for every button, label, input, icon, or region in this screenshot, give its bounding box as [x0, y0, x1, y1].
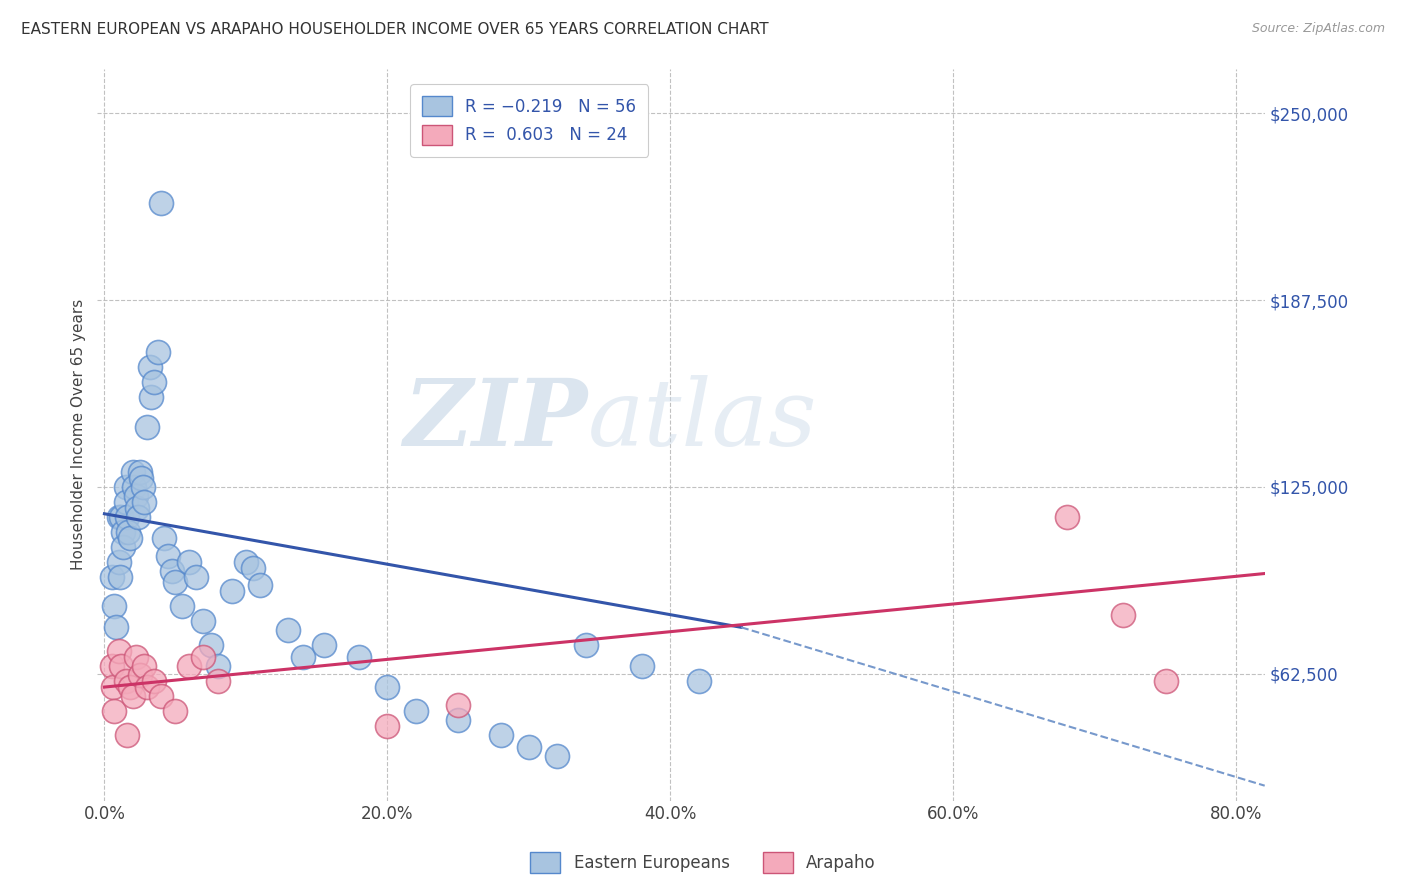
Point [103, 704, 125, 718]
Point [142, 674, 165, 689]
Point [138, 360, 160, 375]
Point [200, 638, 222, 652]
Text: ZIP: ZIP [404, 375, 588, 465]
Point [108, 569, 131, 583]
Point [101, 680, 124, 694]
Point [1154, 674, 1177, 689]
Point [235, 555, 257, 569]
Point [114, 495, 136, 509]
Legend: Eastern Europeans, Arapaho: Eastern Europeans, Arapaho [523, 846, 883, 880]
Point [100, 569, 122, 583]
Point [207, 659, 229, 673]
Point [124, 489, 146, 503]
Point [129, 471, 152, 485]
Point [172, 599, 194, 614]
Point [100, 659, 122, 673]
Point [153, 531, 176, 545]
Y-axis label: Householder Income Over 65 years: Householder Income Over 65 years [72, 299, 86, 570]
Point [447, 713, 470, 727]
Point [221, 584, 243, 599]
Legend: R = −0.219   N = 56, R =  0.603   N = 24: R = −0.219 N = 56, R = 0.603 N = 24 [411, 84, 648, 156]
Point [121, 689, 143, 703]
Point [186, 569, 208, 583]
Point [128, 465, 150, 479]
Point [1112, 608, 1135, 623]
Text: EASTERN EUROPEAN VS ARAPAHO HOUSEHOLDER INCOME OVER 65 YEARS CORRELATION CHART: EASTERN EUROPEAN VS ARAPAHO HOUSEHOLDER … [21, 22, 769, 37]
Point [242, 560, 264, 574]
Text: atlas: atlas [588, 375, 817, 465]
Point [291, 650, 314, 665]
Point [104, 620, 127, 634]
Point [111, 540, 134, 554]
Point [114, 674, 136, 689]
Point [131, 480, 153, 494]
Point [179, 659, 201, 673]
Point [117, 524, 139, 539]
Point [122, 480, 145, 494]
Text: Source: ZipAtlas.com: Source: ZipAtlas.com [1251, 22, 1385, 36]
Point [139, 390, 162, 404]
Point [110, 509, 132, 524]
Point [125, 500, 148, 515]
Point [127, 509, 149, 524]
Point [132, 495, 155, 509]
Point [107, 555, 129, 569]
Point [150, 689, 173, 703]
Point [115, 509, 138, 524]
Point [277, 624, 299, 638]
Point [135, 420, 157, 434]
Point [517, 739, 540, 754]
Point [107, 509, 129, 524]
Point [1056, 509, 1078, 524]
Point [546, 748, 568, 763]
Point [121, 465, 143, 479]
Point [207, 674, 229, 689]
Point [148, 345, 170, 359]
Point [377, 719, 399, 733]
Point [688, 674, 710, 689]
Point [118, 680, 141, 694]
Point [142, 376, 165, 390]
Point [135, 680, 157, 694]
Point [347, 650, 370, 665]
Point [165, 704, 187, 718]
Point [405, 704, 427, 718]
Point [574, 638, 596, 652]
Point [193, 650, 215, 665]
Point [377, 680, 399, 694]
Point [312, 638, 335, 652]
Point [114, 480, 136, 494]
Point [132, 659, 155, 673]
Point [179, 555, 201, 569]
Point [103, 599, 125, 614]
Point [631, 659, 654, 673]
Point [124, 650, 146, 665]
Point [107, 644, 129, 658]
Point [157, 549, 180, 563]
Point [115, 728, 138, 742]
Point [110, 659, 132, 673]
Point [489, 728, 512, 742]
Point [165, 575, 187, 590]
Point [118, 531, 141, 545]
Point [111, 524, 134, 539]
Point [162, 564, 184, 578]
Point [150, 196, 173, 211]
Point [249, 578, 271, 592]
Point [447, 698, 470, 712]
Point [193, 615, 215, 629]
Point [128, 668, 150, 682]
